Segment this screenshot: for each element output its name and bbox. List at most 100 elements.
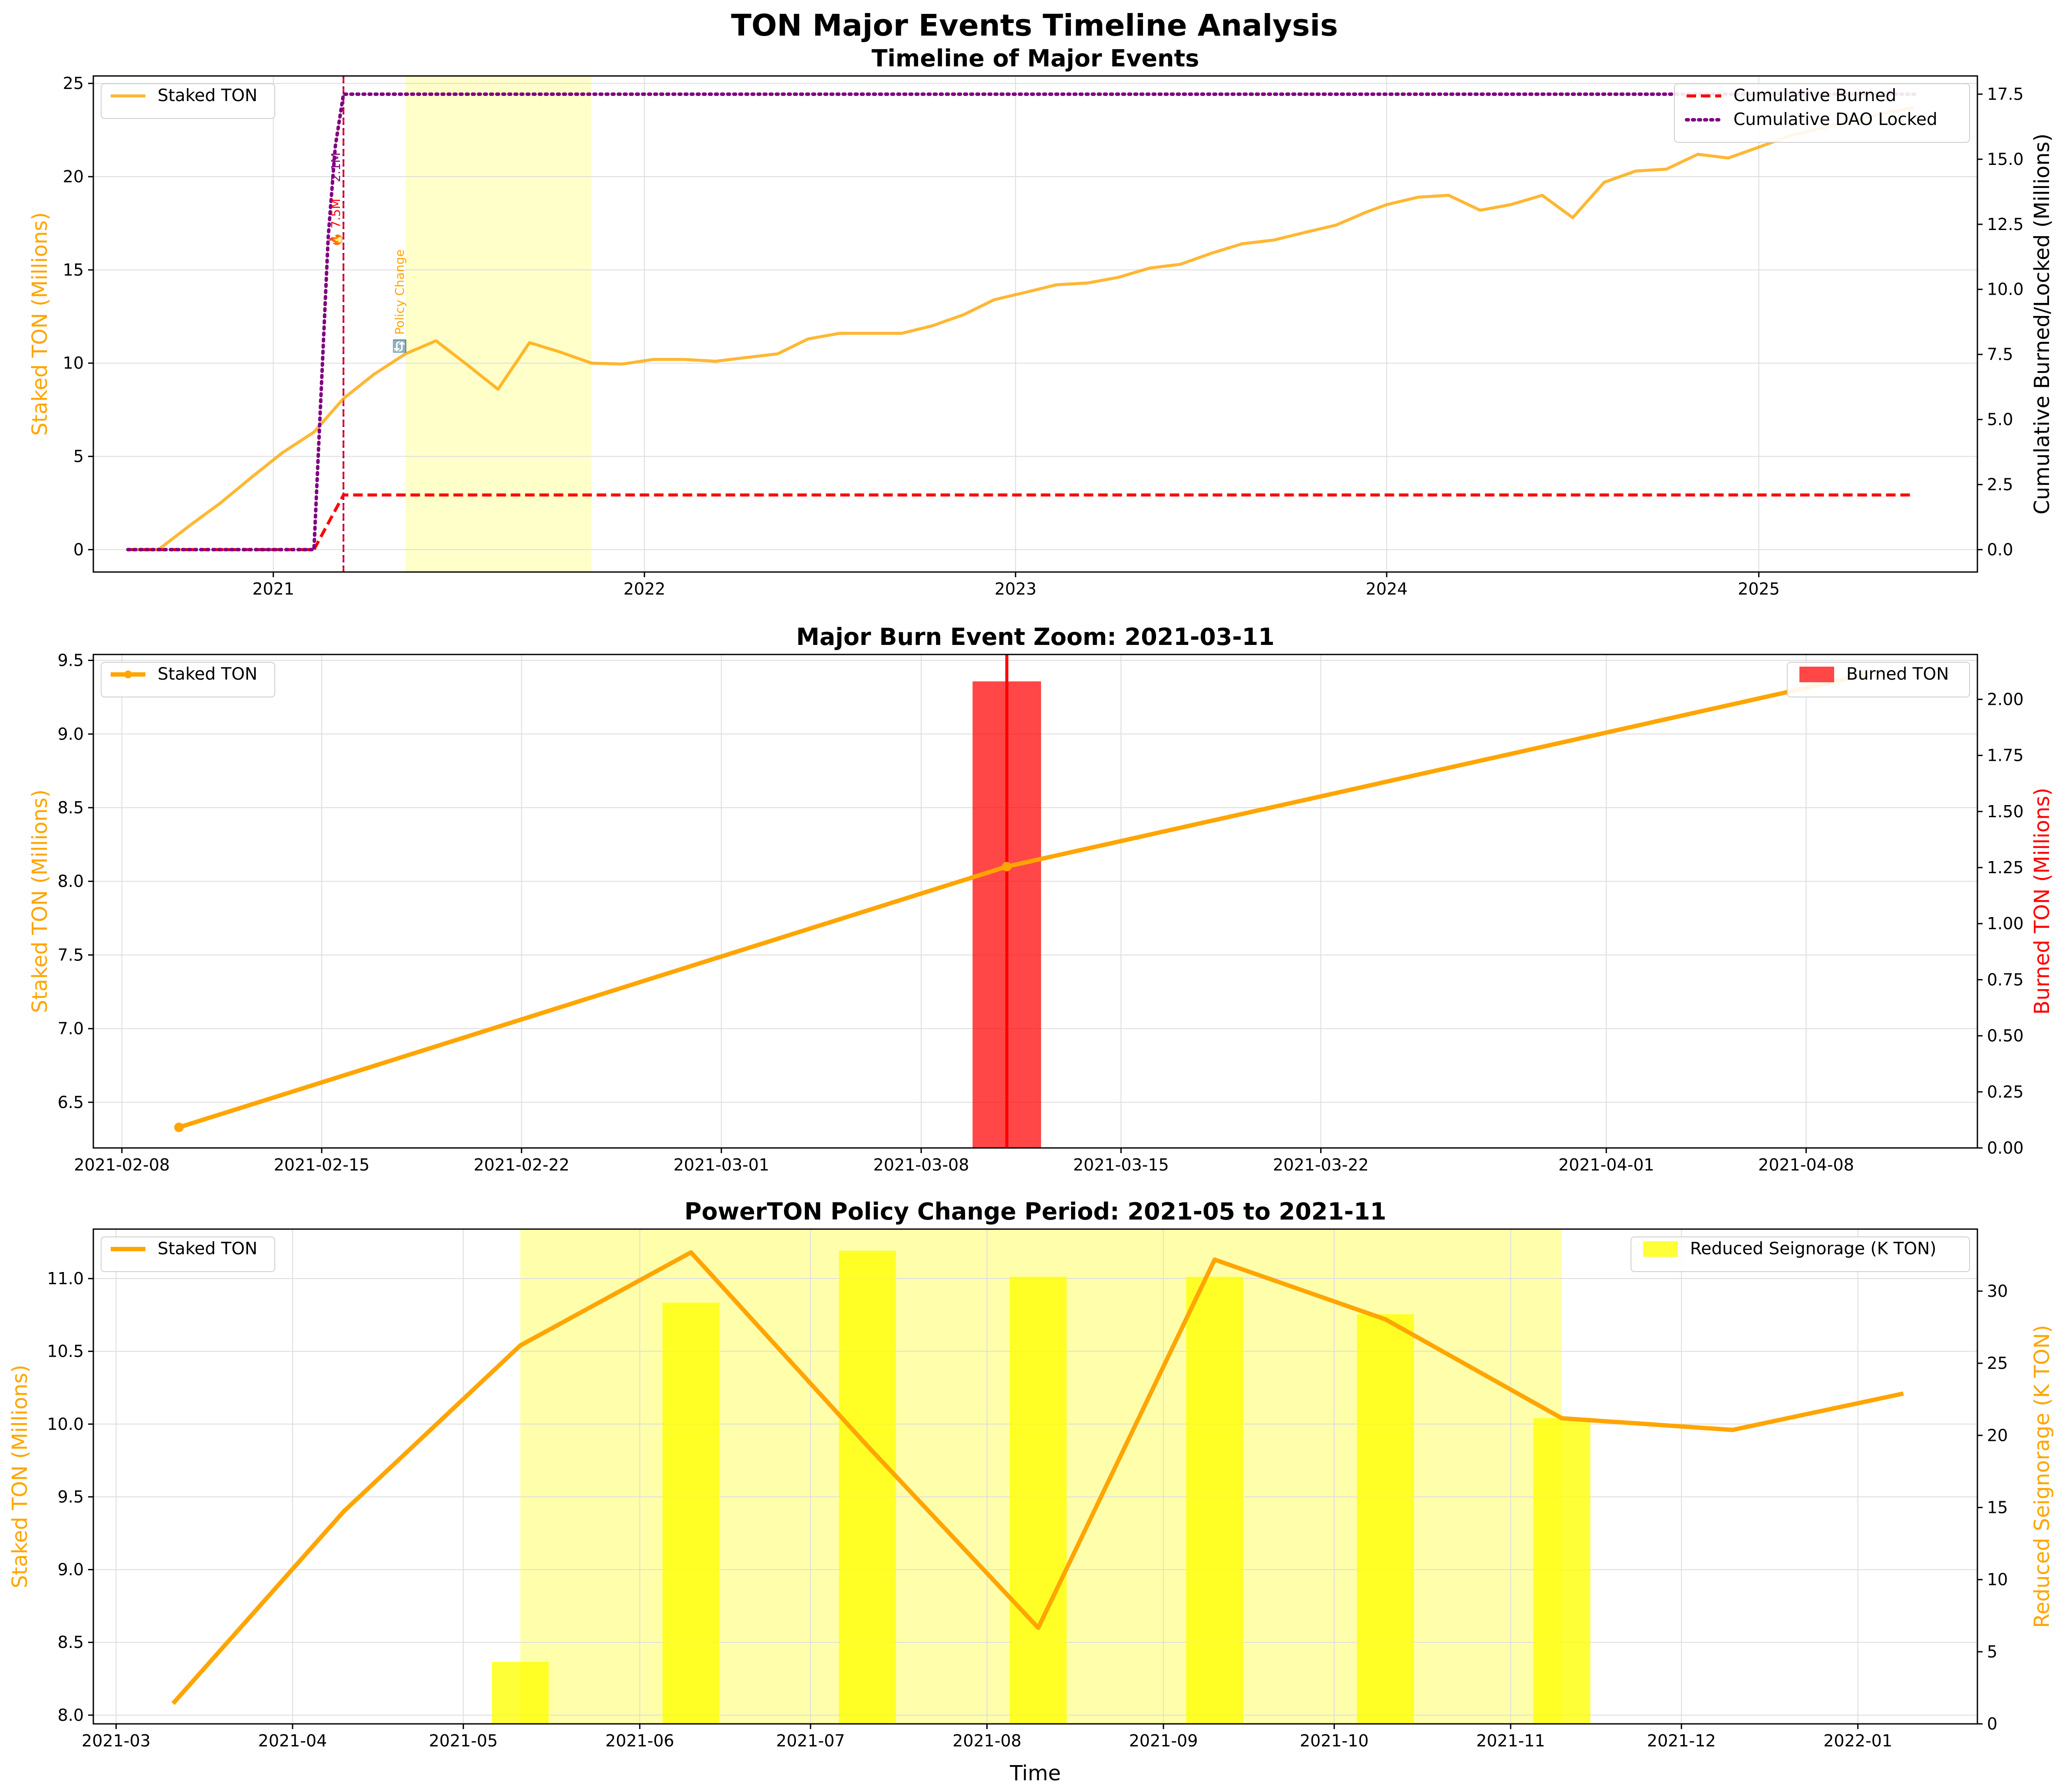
y-tick-label-right: 7.5 <box>1987 345 2013 364</box>
burn-annotation: 🔥 7.5M <box>329 199 343 247</box>
y-tick-label-left: 8.0 <box>58 872 84 891</box>
x-tick-label: 2021-04-01 <box>1558 1155 1654 1174</box>
bar-reduced-seignorage-k-ton <box>491 1662 549 1724</box>
bar-reduced-seignorage-k-ton <box>662 1302 720 1724</box>
legend-right: Burned TON <box>1787 662 1970 697</box>
y-axis-label-right: Burned TON (Millions) <box>2030 788 2054 1015</box>
x-tick-label: 2021-10 <box>1300 1731 1369 1750</box>
figure-suptitle: TON Major Events Timeline Analysis <box>731 8 1338 43</box>
y-axis-label-left: Staked TON (Millions) <box>28 212 52 436</box>
x-tick-label: 2021-02-15 <box>274 1155 370 1174</box>
legend-left-box <box>101 83 275 119</box>
x-tick-label: 2021-07 <box>776 1731 845 1750</box>
x-tick-label: 2021-03-15 <box>1073 1155 1169 1174</box>
x-tick-label: 2021-02-08 <box>74 1155 170 1174</box>
axes-frame <box>92 1228 1978 1725</box>
y-tick-label-right: 2.00 <box>1987 690 2024 709</box>
x-tick-label: 2021-03-08 <box>873 1155 969 1174</box>
panel-title: Timeline of Major Events <box>872 45 1199 72</box>
policy-change-span <box>405 76 592 572</box>
line-staked-ton <box>171 1250 1904 1705</box>
legend-right-box <box>1631 1236 1970 1272</box>
axes-frame <box>92 75 1978 573</box>
line-cumulative-dao-locked <box>126 92 1916 552</box>
y-tick-label-right: 0.00 <box>1987 1138 2024 1157</box>
policy-annotation: 🔄 Policy Change <box>392 250 407 354</box>
panel-title: PowerTON Policy Change Period: 2021-05 t… <box>685 1198 1387 1225</box>
y-tick-label-left: 10 <box>63 354 84 373</box>
legend-label-cumulative-dao-locked: Cumulative DAO Locked <box>1733 110 1937 129</box>
y-tick-label-right: 10.0 <box>1987 280 2024 299</box>
dao-annotation: 2.1M <box>329 152 343 182</box>
bar-reduced-seignorage-k-ton <box>1009 1276 1067 1724</box>
y-tick-label-left: 10.0 <box>47 1414 84 1434</box>
x-tick-label: 2021-03-01 <box>673 1155 769 1174</box>
axes-frame <box>92 654 1978 1149</box>
legend-label-reduced-seignorage-k-ton: Reduced Seignorage (K TON) <box>1690 1239 1937 1259</box>
y-tick-label-right: 1.50 <box>1987 802 2024 821</box>
line-staked-ton <box>128 106 1915 551</box>
x-tick-label: 2021-06 <box>605 1731 674 1750</box>
y-tick-label-right: 1.00 <box>1987 914 2024 933</box>
y-tick-label-left: 20 <box>63 167 84 186</box>
plot-area <box>93 76 1977 572</box>
bar-reduced-seignorage-k-ton <box>1357 1314 1414 1724</box>
x-tick-label: 2022 <box>623 579 666 598</box>
x-tick-label: 2021-04 <box>258 1731 327 1750</box>
legend-label-staked-ton: Staked TON <box>158 664 257 684</box>
x-tick-label: 2021-04-08 <box>1758 1155 1854 1174</box>
y-tick-label-right: 25 <box>1987 1354 2008 1373</box>
x-tick-label: 2021-03 <box>82 1731 151 1750</box>
y-tick-label-right: 12.5 <box>1987 215 2024 234</box>
x-tick-label: 2021-09 <box>1129 1731 1198 1750</box>
legend-label-cumulative-burned: Cumulative Burned <box>1733 86 1896 105</box>
point-staked-ton <box>1002 861 1012 871</box>
y-tick-label-left: 7.0 <box>58 1019 84 1038</box>
x-tick-label: 2021-12 <box>1647 1731 1716 1750</box>
y-tick-label-left: 15 <box>63 260 84 279</box>
y-tick-label-right: 0.75 <box>1987 970 2024 989</box>
panel-policy-period: 2021-03 2021-04 2021-05 2021-06 2021-07 2021-… <box>8 1198 2054 1785</box>
x-axis-label: Time <box>1009 1761 1061 1785</box>
legend-left: Staked TON <box>101 83 275 119</box>
y-tick-label-right: 1.75 <box>1987 746 2024 765</box>
y-tick-label-right: 0.50 <box>1987 1026 2024 1046</box>
legend-label-staked-ton: Staked TON <box>158 86 257 105</box>
y-tick-label-right: 5 <box>1987 1642 1997 1661</box>
y-tick-label-right: 0.0 <box>1987 540 2013 559</box>
y-tick-label-left: 8.5 <box>58 1633 84 1652</box>
plot-area <box>93 1229 1977 1724</box>
y-tick-label-left: 9.5 <box>58 1487 84 1506</box>
bar-reduced-seignorage-k-ton <box>1533 1418 1591 1724</box>
legend-right: Reduced Seignorage (K TON) <box>1631 1236 1970 1272</box>
x-tick-label: 2023 <box>995 579 1037 598</box>
y-tick-label-left: 9.0 <box>58 724 84 743</box>
legend-marker-staked-ton <box>124 671 132 678</box>
legend-left: Staked TON <box>101 1236 275 1272</box>
point-staked-ton <box>174 1122 184 1132</box>
x-tick-label: 2021 <box>252 579 294 598</box>
y-tick-label-left: 0 <box>73 540 84 559</box>
y-tick-label-left: 11.0 <box>47 1269 84 1288</box>
x-tick-label: 2021-02-22 <box>474 1155 570 1174</box>
x-tick-label: 2024 <box>1366 579 1408 598</box>
legend-left: Staked TON <box>101 662 275 697</box>
panel-burn-zoom: 2021-02-08 2021-02-15 2021-02-22 2021-03-01… <box>28 623 2054 1174</box>
y-tick-label-left: 8.0 <box>58 1706 84 1725</box>
y-tick-label-right: 1.25 <box>1987 858 2024 877</box>
line-cumulative-burned <box>128 493 1914 551</box>
y-tick-label-right: 0.25 <box>1987 1082 2024 1102</box>
y-tick-label-right: 30 <box>1987 1282 2008 1301</box>
y-axis-label-right: Cumulative Burned/Locked (Millions) <box>2030 133 2054 514</box>
x-tick-label: 2025 <box>1738 579 1780 598</box>
y-tick-label-left: 9.5 <box>58 651 84 670</box>
y-tick-label-left: 8.5 <box>58 798 84 817</box>
y-tick-label-left: 10.5 <box>47 1342 84 1361</box>
y-tick-label-right: 17.5 <box>1987 85 2024 104</box>
x-tick-label: 2021-03-22 <box>1273 1155 1369 1174</box>
y-tick-label-right: 20 <box>1987 1426 2008 1445</box>
legend-label-burned-ton: Burned TON <box>1846 664 1949 684</box>
x-tick-label: 2022-01 <box>1823 1731 1892 1750</box>
